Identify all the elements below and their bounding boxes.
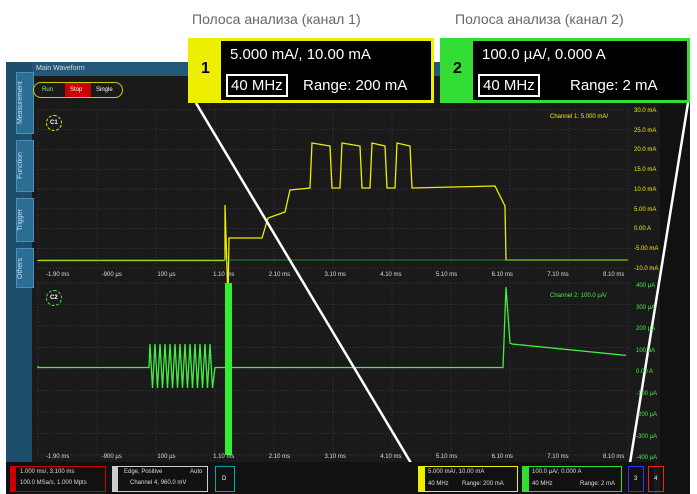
ch1-info: Range: 200 mA — [462, 481, 504, 487]
y-label: 300 µA — [636, 304, 656, 311]
ch1-number-bg — [191, 41, 221, 100]
run-controls — [33, 82, 123, 98]
badge-label: C1 — [50, 120, 58, 126]
y-label: 30.0 mA — [634, 108, 657, 114]
ch4-label: 4 — [654, 476, 658, 482]
callout-line — [628, 102, 690, 464]
timebase: 100.0 MSa/s, 1.000 Mpts — [20, 480, 87, 486]
callout-line — [194, 102, 413, 464]
time-label: -900 µs — [101, 454, 122, 460]
time-label: 7.10 ms — [547, 272, 569, 278]
time-label: 4.10 ms — [380, 272, 402, 278]
d-label: D — [222, 476, 227, 482]
ch2-trace — [37, 286, 627, 389]
trigger: Auto — [190, 469, 203, 475]
time-label: 100 µs — [157, 272, 176, 278]
ch1-info: 40 MHz — [428, 481, 449, 487]
time-label: 7.10 ms — [547, 454, 569, 460]
single-button[interactable]: Single — [96, 87, 113, 93]
time-label: -1.90 ms — [46, 272, 70, 278]
timebase: 1.000 ms/, 3.100 ms — [20, 469, 75, 475]
ch2-range: Range: 2 mA — [570, 77, 658, 94]
scope-window: Main Waveform Measurement Function Trigg… — [6, 62, 690, 494]
ch1-range: Range: 200 mA — [303, 77, 408, 94]
ch2-scale: 100.0 µA/, 0.000 A — [482, 46, 606, 63]
callout-label: Полоса анализа (канал 2) — [455, 11, 624, 27]
d-box[interactable] — [215, 466, 235, 492]
stop-bg — [65, 83, 91, 97]
y-label: 15.0 mA — [634, 167, 657, 174]
timebase-box[interactable] — [10, 466, 106, 492]
y-label: 5.00 mA — [634, 206, 657, 213]
callout-label: Полоса анализа (канал 1) — [192, 11, 361, 27]
time-label: 2.10 ms — [268, 454, 291, 460]
ch1-scale: 5.000 mA/, 10.00 mA — [230, 46, 371, 63]
ch3-label: 3 — [634, 476, 638, 482]
trigger-bar — [225, 283, 232, 455]
y-label: -10.0 mA — [634, 265, 659, 272]
trigger: Channel 4, 960.0 mV — [130, 480, 187, 486]
y-label: 20.0 mA — [634, 147, 657, 154]
window-title: Main Waveform — [36, 65, 85, 72]
time-label: 100 µs — [157, 454, 176, 460]
y-label: -5.00 mA — [634, 245, 659, 252]
ch2-info: 100.0 µA/, 0.000 A — [532, 469, 582, 475]
ch2-info: 40 MHz — [532, 481, 553, 487]
y-label: -200 µA — [636, 412, 658, 418]
time-label: -1.90 ms — [46, 454, 70, 460]
y-label: -400 µA — [636, 455, 658, 461]
time-label: 8.10 ms — [603, 272, 625, 278]
ch1-number: 1 — [201, 60, 210, 77]
badge — [46, 290, 62, 306]
y-label: 400 µA — [636, 283, 656, 289]
time-label: 6.10 ms — [491, 272, 513, 278]
ch1-info: 5.000 mA/, 10.00 mA — [428, 469, 485, 475]
time-label: -900 µs — [101, 272, 122, 278]
ch2-number-bg — [443, 41, 473, 100]
ch2-info: Range: 2 mA — [580, 481, 616, 487]
time-label: 1.10 ms — [213, 272, 235, 278]
time-label: 3.10 ms — [324, 272, 346, 278]
callout-ch2 — [440, 38, 690, 103]
ch1-bw: 40 MHz — [226, 74, 288, 97]
trigger: Edge, Positive — [124, 469, 163, 475]
ch3-box[interactable] — [628, 466, 644, 492]
ch4-box[interactable] — [648, 466, 664, 492]
ch2-bw: 40 MHz — [478, 74, 540, 97]
right-panel — [660, 62, 690, 494]
time-label: 8.10 ms — [603, 454, 625, 460]
time-label: 1.10 ms — [213, 454, 235, 460]
y-label: 100 µA — [636, 347, 656, 354]
ch2-box[interactable] — [522, 466, 622, 492]
callout-ch1 — [188, 38, 434, 103]
badge-label: C2 — [50, 295, 58, 301]
ch2-number: 2 — [453, 60, 462, 77]
run-button[interactable]: Run — [42, 87, 54, 93]
ch1-trace — [37, 142, 628, 301]
y-label: 200 µA — [636, 326, 656, 332]
ch1-box[interactable] — [418, 466, 518, 492]
y-label: 0.00 A — [636, 369, 654, 375]
y-label: 10.0 mA — [634, 186, 657, 193]
time-label: 5.10 ms — [435, 454, 458, 460]
time-label: 4.10 ms — [380, 454, 402, 460]
y-label: -100 µA — [636, 390, 658, 397]
time-label: 3.10 ms — [324, 454, 346, 460]
badge — [46, 115, 62, 131]
time-label: 6.10 ms — [491, 454, 513, 460]
time-label: 5.10 ms — [435, 272, 458, 278]
y-label: -300 µA — [636, 433, 658, 440]
stop-button[interactable]: Stop — [70, 87, 83, 93]
trigger-box[interactable] — [112, 466, 208, 492]
y-label: 0.00 A — [634, 226, 652, 233]
y-label: 25.0 mA — [634, 127, 657, 134]
channel-info: Channel 1: 5.000 mA/ — [550, 114, 609, 120]
channel-info: Channel 2: 100.0 µA/ — [550, 293, 607, 299]
time-label: 2.10 ms — [268, 272, 291, 278]
